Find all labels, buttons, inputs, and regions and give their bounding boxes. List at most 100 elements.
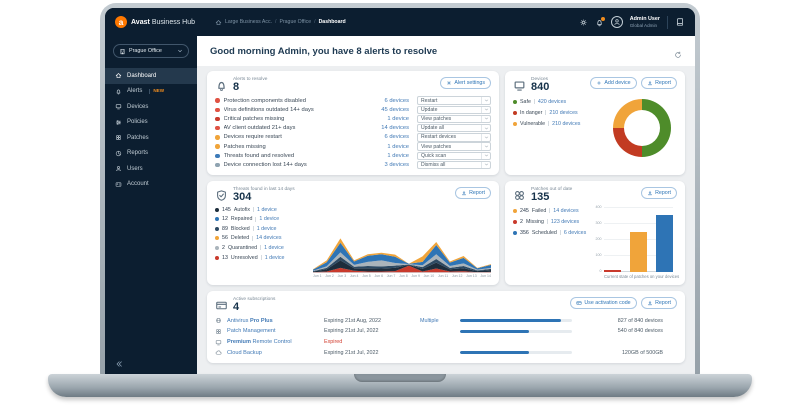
alert-devices-link[interactable]: 1 device [387, 115, 409, 122]
legend-dot [215, 255, 219, 260]
threats-area-chart [313, 237, 491, 273]
threats-report-button[interactable]: Report [454, 187, 491, 199]
legend-divider [253, 207, 255, 213]
legend-count: 356 [520, 229, 529, 236]
use-activation-code-button[interactable]: Use activation code [569, 297, 637, 309]
sidebar-item-policies[interactable]: Policies [105, 115, 197, 131]
x-tick-label: Jun 2 [325, 274, 334, 278]
legend-devices-link[interactable]: 1 device [264, 244, 284, 251]
dropdown-label: View patches [421, 115, 452, 122]
org-selector[interactable]: Prague Office [113, 44, 189, 58]
alert-devices-link[interactable]: 6 devices [384, 97, 410, 104]
subscription-name-link[interactable]: Premium Remote Control [224, 339, 324, 345]
alert-action-dropdown[interactable]: Update all [417, 123, 491, 133]
legend-devices-link[interactable]: 1 device [257, 206, 277, 213]
subscriptions-report-button[interactable]: Report [640, 297, 677, 309]
patches-report-button[interactable]: Report [640, 187, 677, 199]
legend-devices-link[interactable]: 1 device [259, 216, 280, 223]
subscription-row: Premium Remote Control Expired [215, 338, 677, 347]
legend-devices-link[interactable]: 14 devices [256, 235, 282, 242]
sidebar-item-alerts[interactable]: Alerts NEW [105, 84, 197, 100]
user-menu[interactable]: Admin User Global Admin [630, 16, 660, 28]
legend-devices-link[interactable]: 6 devices [563, 229, 587, 236]
sidebar-collapse-icon[interactable] [115, 360, 123, 368]
breadcrumb-item[interactable]: Prague Office [279, 19, 315, 25]
help-center-icon[interactable] [675, 17, 685, 27]
chevron-down-icon [481, 97, 490, 104]
alert-action-dropdown[interactable]: Restart [417, 96, 491, 105]
bar-scheduled [656, 214, 673, 272]
topbar: a Avast Business Hub Large Business Acc. … [105, 8, 695, 36]
refresh-icon[interactable] [674, 51, 682, 59]
legend-devices-link[interactable]: 123 devices [550, 218, 580, 225]
devices-report-button[interactable]: Report [640, 77, 677, 89]
legend-dot [513, 110, 517, 115]
legend-devices-link[interactable]: 1 device [264, 254, 285, 261]
alert-action-dropdown[interactable]: Dismiss all [417, 160, 491, 170]
alert-label: Threats found and resolved [223, 152, 295, 159]
legend-dot [513, 230, 517, 235]
legend-label: Deleted [230, 235, 250, 242]
sidebar-item-account[interactable]: Account [105, 177, 197, 193]
legend-count: 145 [222, 206, 231, 213]
subscription-name-link[interactable]: Patch Management [224, 328, 324, 334]
subscription-name-link[interactable]: Antivirus Pro Plus [224, 318, 324, 324]
legend-devices-link[interactable]: 210 devices [552, 120, 581, 127]
legend-label: Autofix [233, 206, 251, 213]
sidebar-item-dashboard[interactable]: Dashboard [105, 68, 197, 84]
legend-devices-link[interactable]: 1 device [256, 225, 277, 232]
x-tick-label: Jun 5 [362, 274, 371, 278]
add-device-button[interactable]: Add device [589, 77, 637, 89]
alert-row: AV client outdated 21+ days 14 devices Upd… [215, 123, 491, 133]
sidebar-item-devices[interactable]: Devices [105, 99, 197, 115]
sidebar-item-reports[interactable]: Reports [105, 146, 197, 162]
patches-bar-plot: 0 100 200 300 400 [596, 205, 673, 272]
download-icon [647, 80, 652, 86]
page-title: Good morning Admin, you have 8 alerts to… [210, 45, 438, 57]
sidebar-item-users[interactable]: Users [105, 161, 197, 177]
user-icon [614, 19, 620, 25]
y-tick-label: 400 [595, 204, 602, 209]
legend-devices-link[interactable]: 14 devices [553, 207, 579, 214]
subscription-multiple-link[interactable]: Multiple [420, 317, 439, 324]
legend-count: 13 [222, 254, 228, 261]
breadcrumb-item[interactable]: Large Business Acc. [225, 19, 276, 25]
legend-item: 13 Unresolved 1 device [215, 255, 307, 261]
subscription-expiry: Expiring 21st Jul, 2022 [324, 349, 379, 356]
legend-devices-link[interactable]: 210 devices [549, 109, 578, 116]
alert-action-dropdown[interactable]: Restart devices [417, 133, 491, 142]
subscriptions-count: 4 [233, 301, 240, 313]
alert-devices-link[interactable]: 3 devices [384, 161, 410, 168]
alert-devices-link[interactable]: 14 devices [381, 125, 409, 132]
legend-devices-link[interactable]: 420 devices [537, 98, 567, 105]
alerts-count: 8 [233, 81, 240, 93]
alert-action-dropdown[interactable]: View patches [417, 114, 491, 124]
card-title: Alerts to resolve [233, 77, 268, 82]
alert-devices-link[interactable]: 1 device [387, 152, 409, 159]
button-label: Report [655, 80, 671, 86]
patches-chart-caption: Current state of patches on your devices [604, 274, 680, 279]
alert-devices-link[interactable]: 45 devices [381, 106, 409, 113]
x-tick-label: Jun 9 [411, 274, 420, 278]
sidebar-item-label: Dashboard [127, 72, 157, 79]
alert-action-dropdown[interactable]: Update [417, 105, 491, 114]
alert-devices-link[interactable]: 1 device [387, 143, 409, 150]
alert-settings-button[interactable]: Alert settings [439, 77, 491, 89]
notifications-bell-icon[interactable] [595, 16, 606, 27]
plus-icon [597, 81, 601, 85]
sidebar-item-patches[interactable]: Patches [105, 130, 197, 146]
greeting-bar: Good morning Admin, you have 8 alerts to… [197, 36, 695, 66]
legend-count: 89 [222, 225, 228, 232]
avatar[interactable] [610, 16, 623, 28]
topbar-actions: Admin User Global Admin [579, 15, 685, 29]
settings-gear-icon[interactable] [579, 18, 588, 27]
x-tick-label: Jun 7 [386, 274, 396, 278]
card-title: Patches out of date [531, 187, 573, 192]
alert-action-dropdown[interactable]: View patches [417, 142, 491, 151]
dropdown-label: Restart [421, 97, 438, 104]
alert-action-dropdown[interactable]: Quick scan [417, 151, 491, 160]
bar-missing [604, 269, 621, 272]
alert-devices-link[interactable]: 6 devices [384, 134, 410, 141]
legend-label: In danger [520, 109, 543, 116]
subscription-name-link[interactable]: Cloud Backup [224, 350, 324, 356]
